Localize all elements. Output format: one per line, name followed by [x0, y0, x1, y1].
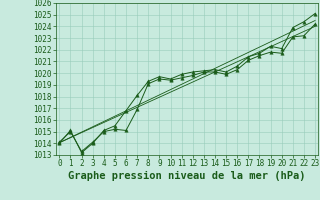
X-axis label: Graphe pression niveau de la mer (hPa): Graphe pression niveau de la mer (hPa) [68, 171, 306, 181]
